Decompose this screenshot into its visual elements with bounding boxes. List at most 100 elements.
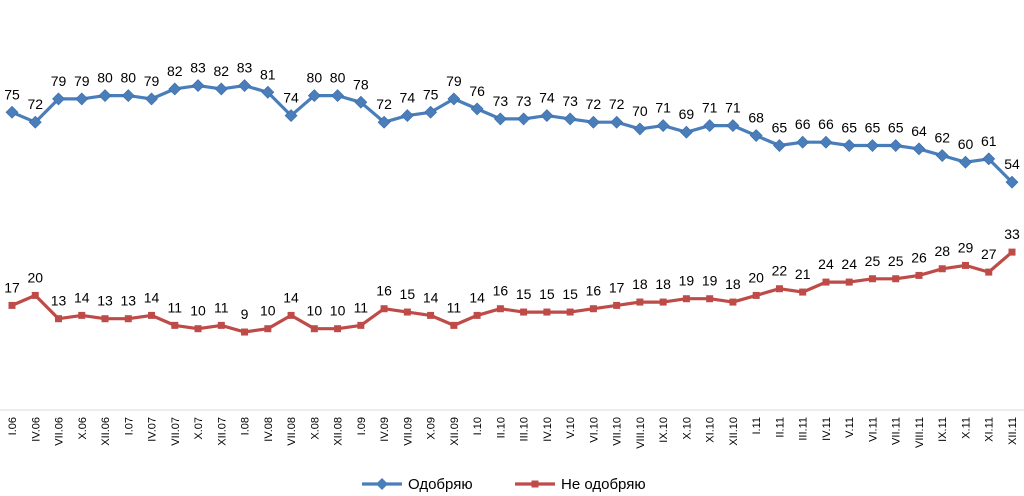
data-label: 72 <box>27 96 43 112</box>
data-label: 71 <box>702 100 718 116</box>
legend-item-1: Одобряю <box>362 476 473 493</box>
data-label: 69 <box>679 106 695 122</box>
data-label: 74 <box>283 90 299 106</box>
data-label: 72 <box>609 96 625 112</box>
data-label: 19 <box>702 273 718 289</box>
data-point <box>1008 248 1016 256</box>
data-point <box>613 301 621 309</box>
data-label: 14 <box>469 289 485 305</box>
data-point <box>98 89 112 103</box>
data-point <box>214 82 228 96</box>
data-label: 62 <box>934 130 950 146</box>
x-tick-label: X.10 <box>681 417 693 440</box>
data-label: 28 <box>934 243 950 259</box>
data-point <box>357 321 365 329</box>
data-label: 76 <box>469 83 485 99</box>
x-tick-label: III.10 <box>519 417 531 441</box>
data-point <box>261 85 275 99</box>
data-point <box>168 82 182 96</box>
x-tick-label: I.07 <box>123 417 135 435</box>
x-tick-label: X.06 <box>77 417 89 440</box>
data-point <box>28 115 42 129</box>
data-point <box>287 311 295 319</box>
data-point <box>892 275 900 283</box>
x-tick-label: IV.07 <box>147 417 159 442</box>
x-tick-label: II.11 <box>774 417 786 438</box>
data-label: 83 <box>190 60 206 76</box>
data-point <box>982 152 996 166</box>
data-label: 75 <box>423 86 439 102</box>
x-tick-label: VI.11 <box>868 417 880 442</box>
data-label: 66 <box>795 116 811 132</box>
data-label: 29 <box>958 239 974 255</box>
data-labels: 75 72 79 79 80 80 79 82 83 82 83 81 74 80 80 78 72 74 75 79… <box>4 60 1020 322</box>
series-layer <box>5 79 1019 336</box>
x-tick-label: VIII.11 <box>914 417 926 448</box>
data-label: 14 <box>283 289 299 305</box>
data-point <box>589 305 597 313</box>
data-point <box>52 92 65 106</box>
x-tick-label: I.06 <box>7 417 19 435</box>
data-label: 65 <box>772 120 788 136</box>
data-label: 14 <box>423 289 439 305</box>
data-point <box>517 112 531 126</box>
data-point <box>819 135 833 149</box>
x-tick-label: XII.06 <box>100 417 112 446</box>
data-label: 10 <box>307 303 323 319</box>
data-point <box>121 89 135 103</box>
data-point <box>749 129 763 142</box>
data-point <box>563 112 577 126</box>
data-point <box>334 325 342 333</box>
data-label: 20 <box>748 269 764 285</box>
data-point <box>543 308 551 316</box>
data-point <box>493 112 507 126</box>
data-label: 17 <box>609 279 625 295</box>
x-tick-label: VII.09 <box>402 417 414 446</box>
x-tick-label: IV.08 <box>263 417 275 442</box>
x-tick-label: IX.10 <box>658 417 670 443</box>
data-label: 66 <box>818 116 834 132</box>
x-tick-label: X.08 <box>309 417 321 440</box>
data-label: 78 <box>353 76 369 92</box>
x-tick-label: I.10 <box>472 417 484 435</box>
data-label: 65 <box>841 120 857 136</box>
data-point <box>682 295 690 303</box>
x-tick-label: II.10 <box>495 417 507 438</box>
data-label: 16 <box>493 283 509 299</box>
data-point <box>729 298 737 306</box>
data-point <box>679 125 693 139</box>
data-label: 74 <box>400 90 416 106</box>
data-label: 83 <box>237 60 253 76</box>
data-point <box>889 139 903 152</box>
x-tick-label: VII.06 <box>54 417 66 446</box>
data-label: 71 <box>725 100 741 116</box>
data-point <box>427 311 435 319</box>
data-point <box>985 268 993 276</box>
data-label: 65 <box>865 120 881 136</box>
legend-label: Одобряю <box>408 476 473 493</box>
data-label: 61 <box>981 133 997 149</box>
data-label: 11 <box>354 299 369 315</box>
x-tick-label: XII.07 <box>216 417 228 446</box>
legend-label: Не одобряю <box>561 476 646 493</box>
data-label: 20 <box>27 269 43 285</box>
data-label: 65 <box>888 120 904 136</box>
data-label: 25 <box>888 253 904 269</box>
data-point <box>238 79 251 93</box>
x-tick-label: VII.07 <box>170 417 182 446</box>
data-label: 14 <box>144 289 160 305</box>
data-point <box>775 285 783 293</box>
data-label: 72 <box>376 96 392 112</box>
data-label: 14 <box>74 289 90 305</box>
data-label: 15 <box>516 286 532 302</box>
data-point <box>241 328 249 336</box>
x-tick-label: I.09 <box>356 417 368 435</box>
x-tick-label: X.07 <box>193 417 205 440</box>
data-label: 54 <box>1004 156 1020 172</box>
data-label: 13 <box>51 293 67 309</box>
data-point <box>447 92 461 106</box>
x-tick-label: V.10 <box>565 417 577 439</box>
data-point <box>310 325 318 333</box>
data-label: 79 <box>74 73 90 89</box>
x-tick-label: IV.09 <box>379 417 391 442</box>
